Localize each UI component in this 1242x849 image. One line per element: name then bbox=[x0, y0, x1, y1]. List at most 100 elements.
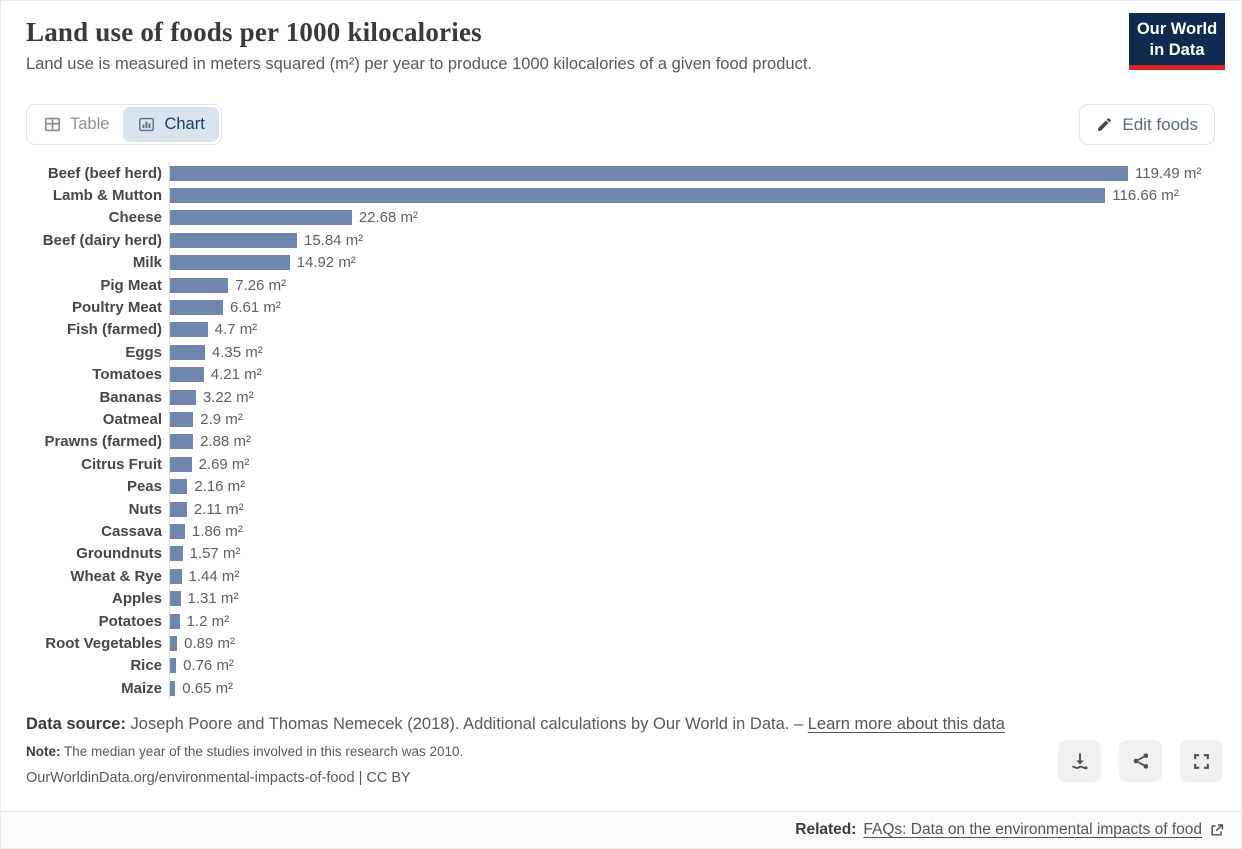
data-source-label: Data source: bbox=[26, 715, 126, 734]
bar-zone: 4.7 m² bbox=[169, 318, 1216, 342]
data-source-line: Data source: Joseph Poore and Thomas Nem… bbox=[26, 712, 1216, 736]
entity-label: Beef (beef herd) bbox=[47, 164, 162, 182]
bar[interactable] bbox=[170, 456, 192, 472]
bar[interactable] bbox=[170, 501, 187, 517]
bar[interactable] bbox=[170, 277, 229, 293]
bar-zone: 1.2 m² bbox=[169, 609, 1216, 633]
value-label: 15.84 m² bbox=[303, 231, 364, 249]
bar[interactable] bbox=[170, 411, 194, 427]
entity-label: Root Vegetables bbox=[45, 634, 162, 652]
header: Land use of foods per 1000 kilocalories … bbox=[1, 1, 1241, 75]
bar[interactable] bbox=[170, 680, 176, 696]
entity-label: Pig Meat bbox=[100, 276, 162, 294]
value-label: 0.65 m² bbox=[182, 679, 234, 697]
learn-more-link[interactable]: Learn more about this data bbox=[807, 715, 1005, 734]
chart-row: Root Vegetables 0.89 m² bbox=[26, 632, 1216, 655]
bar-zone: 2.88 m² bbox=[169, 430, 1216, 454]
value-label: 2.11 m² bbox=[193, 500, 244, 518]
related-link[interactable]: FAQs: Data on the environmental impacts … bbox=[863, 821, 1202, 838]
share-button[interactable] bbox=[1119, 740, 1162, 783]
chart-row: Oatmeal 2.9 m² bbox=[26, 408, 1216, 431]
value-label: 2.9 m² bbox=[200, 410, 243, 428]
related-label: Related: bbox=[795, 821, 857, 838]
chart-row: Wheat & Rye 1.44 m² bbox=[26, 565, 1216, 588]
value-label: 119.49 m² bbox=[1135, 164, 1202, 182]
download-icon bbox=[1069, 750, 1091, 772]
bar[interactable] bbox=[170, 546, 183, 562]
value-label: 6.61 m² bbox=[229, 299, 281, 317]
tab-chart[interactable]: Chart bbox=[123, 107, 219, 142]
chart-row: Beef (dairy herd) 15.84 m² bbox=[26, 229, 1216, 252]
value-label: 2.88 m² bbox=[200, 433, 251, 451]
bar[interactable] bbox=[170, 479, 188, 495]
bar-zone: 1.44 m² bbox=[169, 565, 1216, 588]
bar[interactable] bbox=[170, 635, 178, 651]
bar-zone: 2.69 m² bbox=[169, 453, 1216, 476]
bar[interactable] bbox=[170, 523, 185, 539]
entity-label: Groundnuts bbox=[76, 545, 162, 563]
bar-zone: 4.21 m² bbox=[169, 363, 1216, 386]
value-label: 1.44 m² bbox=[188, 567, 240, 585]
chart-row: Potatoes 1.2 m² bbox=[26, 609, 1216, 633]
bar[interactable] bbox=[170, 658, 177, 674]
chart-row: Prawns (farmed) 2.88 m² bbox=[26, 430, 1216, 454]
entity-label: Fish (farmed) bbox=[66, 321, 162, 339]
entity-label: Tomatoes bbox=[92, 366, 162, 384]
bar[interactable] bbox=[170, 232, 297, 248]
chart-row: Poultry Meat 6.61 m² bbox=[26, 296, 1216, 319]
entity-label: Potatoes bbox=[98, 612, 162, 630]
bar[interactable] bbox=[170, 367, 204, 383]
note-text: The median year of the studies involved … bbox=[64, 744, 464, 760]
chart-row: Cheese 22.68 m² bbox=[26, 206, 1216, 230]
entity-label: Milk bbox=[132, 254, 162, 272]
bar[interactable] bbox=[170, 434, 194, 450]
fullscreen-icon bbox=[1192, 752, 1211, 771]
value-label: 1.57 m² bbox=[189, 545, 241, 563]
bar-zone: 0.89 m² bbox=[169, 632, 1216, 655]
bar-zone: 1.86 m² bbox=[169, 520, 1216, 543]
chart-row: Pig Meat 7.26 m² bbox=[26, 273, 1216, 297]
bar-zone: 4.35 m² bbox=[169, 341, 1216, 364]
bar[interactable] bbox=[170, 568, 182, 584]
owid-logo: Our World in Data bbox=[1129, 13, 1225, 70]
view-tab-group: Table Chart bbox=[26, 104, 222, 145]
citation-line: OurWorldinData.org/environmental-impacts… bbox=[26, 770, 411, 787]
edit-foods-button[interactable]: Edit foods bbox=[1079, 104, 1215, 145]
bar-zone: 116.66 m² bbox=[169, 184, 1216, 207]
chart-row: Fish (farmed) 4.7 m² bbox=[26, 318, 1216, 342]
fullscreen-button[interactable] bbox=[1180, 740, 1223, 783]
value-label: 22.68 m² bbox=[358, 209, 419, 227]
tab-table[interactable]: Table bbox=[29, 107, 123, 142]
logo-line-1: Our World bbox=[1136, 20, 1218, 38]
bar-zone: 0.65 m² bbox=[169, 676, 1216, 700]
chart-row: Peas 2.16 m² bbox=[26, 475, 1216, 498]
bar[interactable] bbox=[170, 210, 352, 226]
download-button[interactable] bbox=[1058, 740, 1101, 783]
chart-row: Maize 0.65 m² bbox=[26, 676, 1216, 700]
bar[interactable] bbox=[170, 613, 180, 629]
table-icon bbox=[43, 115, 62, 134]
bar[interactable] bbox=[170, 389, 196, 405]
bar[interactable] bbox=[170, 591, 181, 607]
bar[interactable] bbox=[170, 255, 290, 271]
tab-table-label: Table bbox=[70, 115, 110, 133]
bar[interactable] bbox=[170, 188, 1106, 204]
bar[interactable] bbox=[170, 344, 205, 360]
entity-label: Apples bbox=[111, 590, 162, 608]
bar[interactable] bbox=[170, 322, 208, 338]
edit-foods-label: Edit foods bbox=[1122, 114, 1198, 134]
entity-label: Lamb & Mutton bbox=[52, 187, 162, 205]
bar-zone: 2.9 m² bbox=[169, 408, 1216, 431]
bar[interactable] bbox=[170, 165, 1128, 181]
chart-row: Groundnuts 1.57 m² bbox=[26, 542, 1216, 566]
entity-label: Rice bbox=[130, 657, 162, 675]
chart-row: Apples 1.31 m² bbox=[26, 587, 1216, 610]
entity-label: Peas bbox=[126, 478, 162, 496]
external-link-icon bbox=[1209, 822, 1225, 838]
value-label: 0.89 m² bbox=[184, 634, 235, 652]
chart-rows: Beef (beef herd) 119.49 m² Lamb & Mutton 11… bbox=[26, 162, 1216, 700]
action-buttons bbox=[1058, 740, 1223, 783]
note-label: Note: bbox=[26, 744, 61, 760]
chart-row: Citrus Fruit 2.69 m² bbox=[26, 453, 1216, 476]
bar[interactable] bbox=[170, 300, 223, 316]
